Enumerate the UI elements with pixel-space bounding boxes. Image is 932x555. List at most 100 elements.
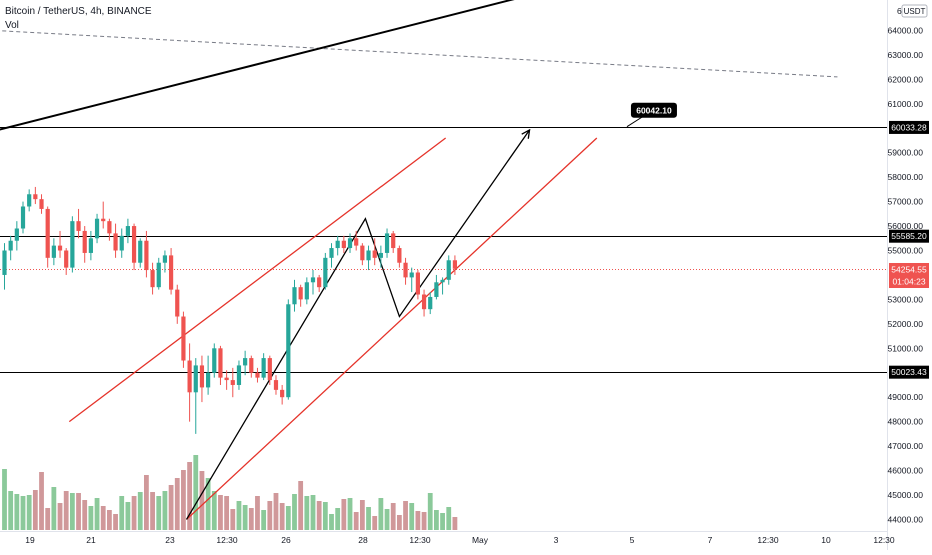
level-price-label-box: [889, 229, 929, 243]
price-tick-label: 51000.00: [888, 343, 924, 353]
channel-line[interactable]: [186, 137, 598, 520]
volume-bar: [218, 495, 223, 530]
candle-body: [2, 250, 7, 275]
volume-bar: [20, 496, 26, 530]
candle-body: [323, 257, 328, 288]
candle-body: [452, 260, 458, 269]
volume-bar: [205, 478, 211, 530]
candle-body: [144, 240, 149, 271]
volume-bar: [187, 462, 192, 530]
candle-body: [310, 277, 316, 283]
bar-countdown-label: 01:04:23: [892, 277, 925, 287]
volume-bar: [329, 514, 334, 530]
price-tick-label: 52000.00: [888, 319, 924, 329]
time-tick-label: 19: [25, 535, 35, 545]
candle-body: [255, 372, 260, 378]
candle-body: [329, 248, 334, 258]
volume-bar: [144, 475, 149, 530]
target-callout[interactable]: [630, 102, 677, 118]
price-tick-label: 62000.00: [888, 74, 924, 84]
time-tick-label: 5: [630, 535, 635, 545]
volume-bar: [298, 481, 304, 530]
candle-body: [206, 372, 211, 388]
candle-body: [101, 218, 106, 222]
price-axis[interactable]: 64000.00 63000.00 62000.00 61000.00 59000.00…: [887, 0, 932, 550]
candle-body: [199, 365, 205, 388]
volume-bar: [255, 496, 260, 530]
time-tick-label: 7: [708, 535, 713, 545]
volume-bar: [446, 507, 452, 530]
candle-body: [304, 282, 309, 300]
price-tick-label: 63000.00: [888, 50, 924, 60]
volume-bar: [304, 496, 310, 530]
candle-body: [107, 221, 112, 234]
candle-body: [150, 270, 155, 288]
trend-drawings[interactable]: 60042.10: [0, 0, 838, 520]
volume-bar: [273, 493, 279, 530]
volume-bar: [131, 496, 137, 530]
channel-line[interactable]: [68, 137, 447, 423]
candle-body: [187, 360, 192, 393]
time-tick-label: 12:30: [757, 535, 779, 545]
volume-bar: [224, 496, 230, 530]
candle-body: [125, 226, 130, 236]
volume-bar: [94, 498, 100, 530]
volume-bar: [211, 491, 217, 530]
candle-body: [119, 235, 124, 251]
candle-body: [249, 358, 254, 373]
candle-body: [218, 348, 223, 378]
volume-bar: [440, 513, 445, 530]
candle-body: [64, 250, 69, 268]
volume-bar: [335, 508, 341, 530]
volume-bar: [341, 499, 347, 530]
candle-body: [317, 277, 322, 288]
volume-bar: [353, 512, 359, 530]
projection-path[interactable]: [185, 131, 530, 520]
candle-body: [76, 221, 81, 231]
candle-body: [446, 260, 451, 280]
volume-bar: [156, 496, 162, 530]
candle-body: [113, 233, 118, 251]
volume-bar: [236, 501, 242, 530]
volume-bar: [162, 491, 168, 530]
volume-bar: [32, 490, 38, 530]
volume-bar: [39, 472, 44, 530]
long-trend-line[interactable]: [0, 0, 535, 131]
candle-body: [27, 194, 32, 207]
volume-label: Vol: [5, 20, 19, 31]
symbol-name: Bitcoin / TetherUS: [5, 6, 85, 17]
volume-bar: [248, 508, 254, 530]
volume-bar: [434, 510, 439, 530]
volume-bar: [82, 500, 88, 530]
volume-bar: [181, 470, 186, 530]
volume-bar: [292, 494, 297, 530]
candle-body: [224, 377, 229, 381]
level-price-label-box: [889, 120, 929, 134]
price-tick-label: 45000.00: [888, 490, 924, 500]
candle-body: [94, 218, 100, 239]
candle-body: [335, 240, 340, 249]
volume-bar: [230, 509, 236, 530]
candle-body: [82, 230, 87, 253]
candle-body: [243, 358, 248, 366]
candle-body: [298, 287, 303, 300]
volume-bar: [106, 510, 112, 530]
candle-body: [57, 245, 63, 251]
currency-button[interactable]: [901, 4, 928, 18]
dashed-trend-line[interactable]: [0, 30, 838, 78]
volume-bar: [113, 514, 118, 530]
candle-body: [181, 316, 186, 361]
volume-bar: [396, 515, 402, 530]
volume-bar: [403, 501, 408, 530]
symbol-interval: 4h: [90, 6, 102, 17]
volume-bars: [2, 455, 458, 530]
candle-body: [440, 279, 445, 283]
volume-bar: [322, 502, 328, 530]
candle-body: [20, 206, 26, 229]
time-axis[interactable]: 19 21 23 12:30 26 28 12:30 May 3 5 7 12:30 10 12:30: [0, 531, 895, 546]
candle-body: [384, 233, 390, 253]
candle-body: [88, 238, 93, 253]
